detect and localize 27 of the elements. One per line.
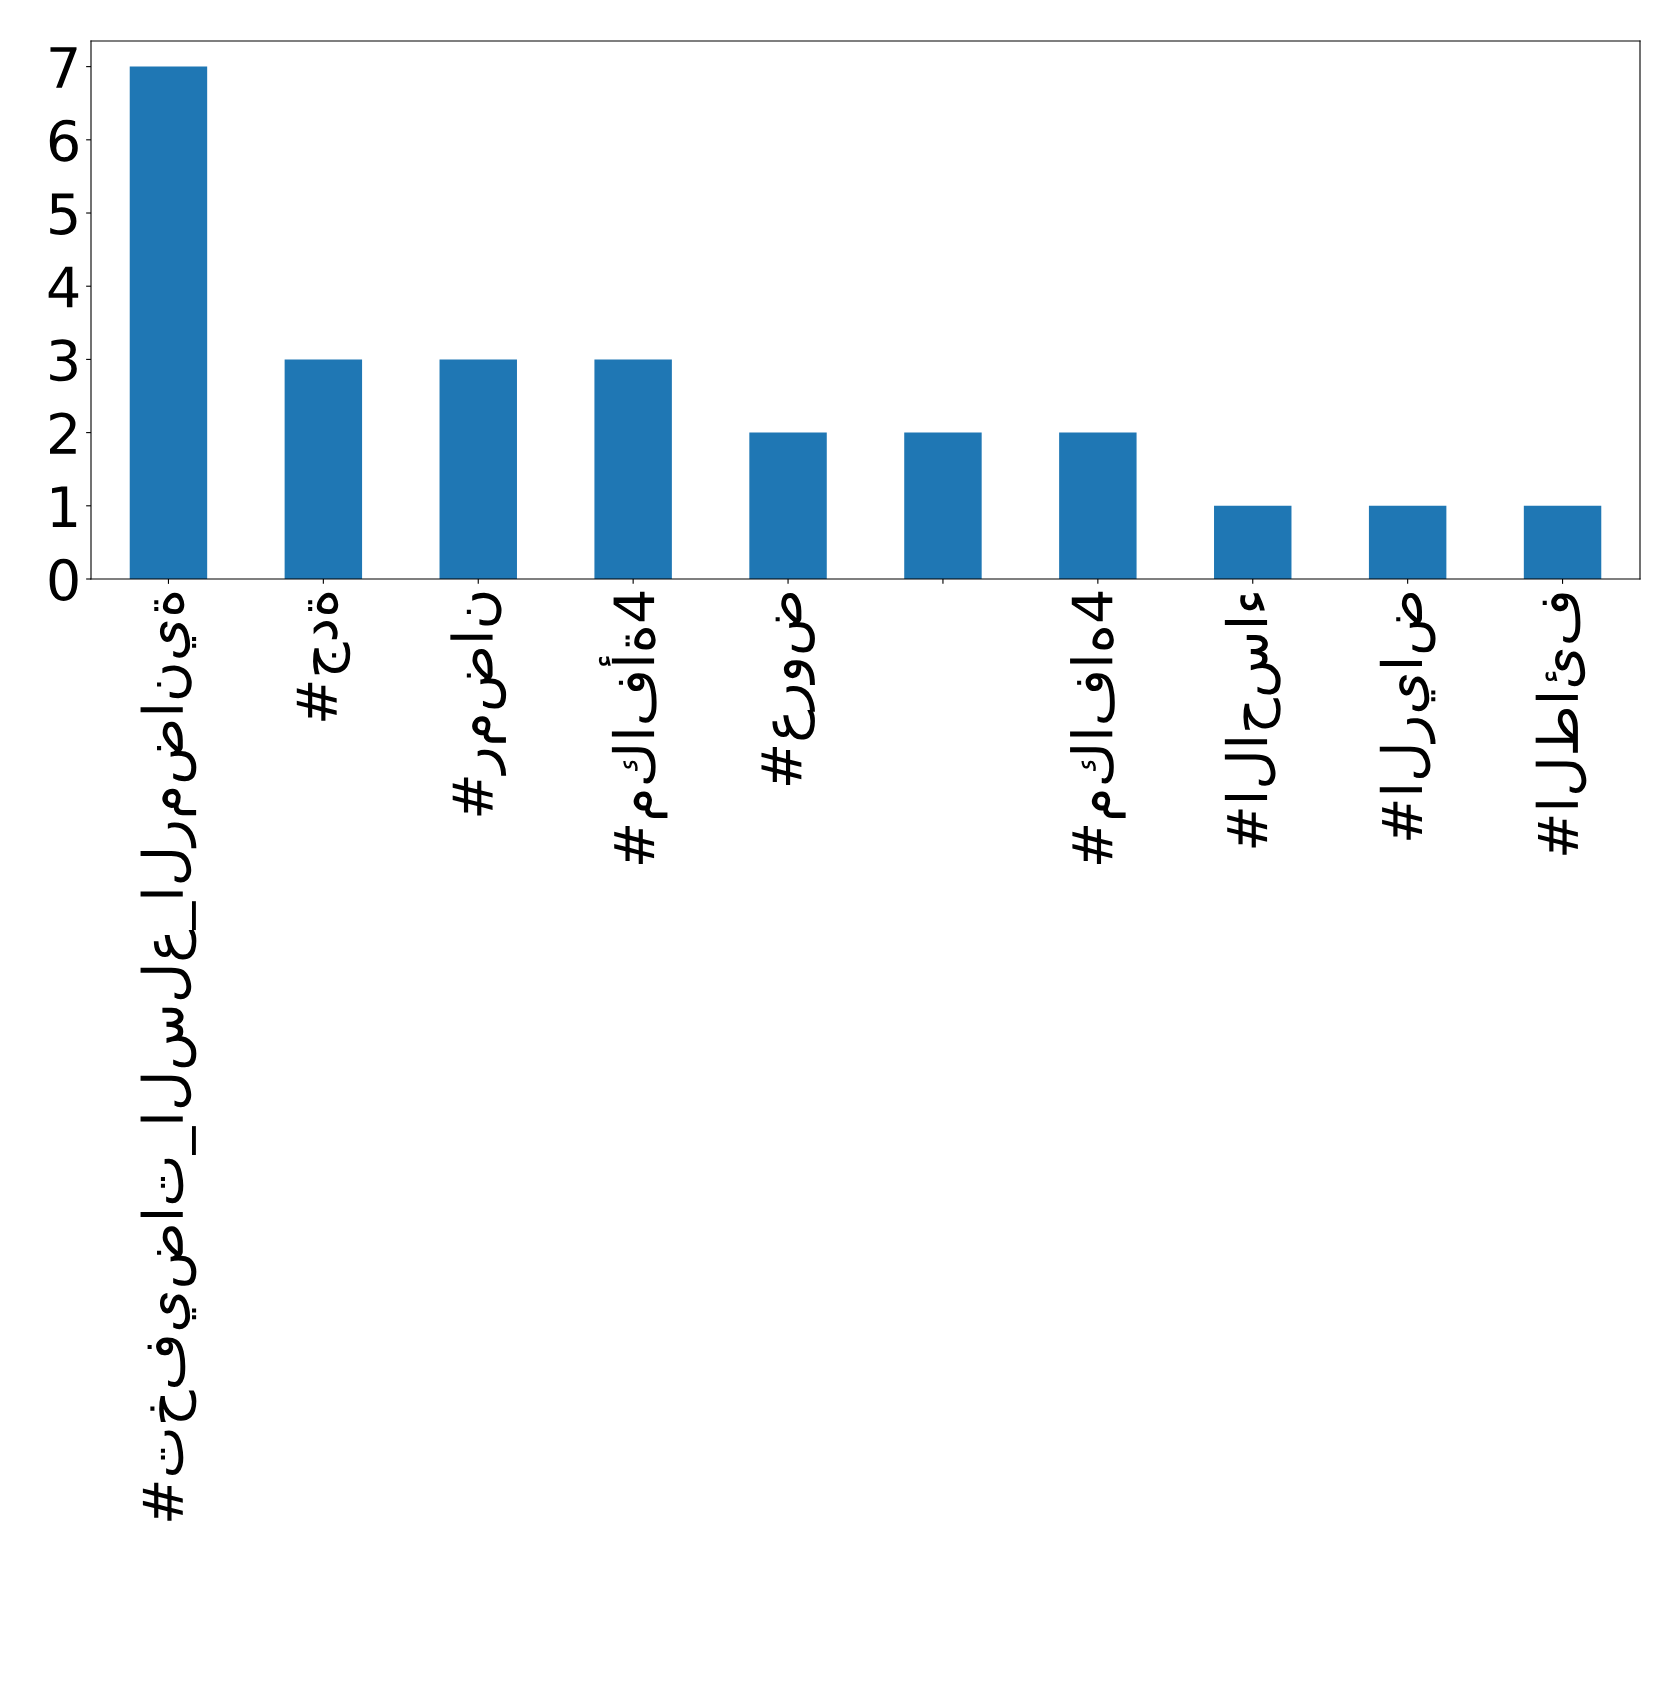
y-tick-label: 1: [52, 486, 77, 527]
x-tick-label: #جدة: [296, 592, 351, 721]
y-tick-label: 6: [49, 119, 78, 162]
x-tick-label: #رمضان: [450, 592, 507, 816]
y-tick-label: 5: [50, 193, 77, 235]
bar: [439, 359, 517, 579]
bar: [1059, 432, 1137, 579]
y-tick-label: 7: [50, 47, 77, 88]
bar: [904, 432, 982, 579]
x-tick-label: #الرياض: [1379, 592, 1436, 840]
x-tick-label: #عروض: [761, 592, 815, 785]
y-tick-label: 3: [50, 339, 77, 382]
bar: [749, 432, 827, 579]
x-tick-label: #الاحساء: [1224, 593, 1281, 848]
x-tick-label: #الطائف: [1535, 593, 1587, 855]
bar: [284, 359, 363, 579]
y-tick-label: 0: [49, 558, 78, 601]
bar: [1523, 505, 1602, 579]
x-tick-label: #مكافأة4: [598, 591, 668, 865]
bar: [1368, 505, 1447, 579]
x-tick-label: #تخفيضات_السلع_الرمضانية: [140, 592, 197, 1521]
y-tick-label: 4: [48, 266, 79, 308]
bar: [1214, 505, 1292, 579]
bar: [129, 66, 208, 579]
y-tick-label: 2: [50, 412, 76, 454]
bar: [594, 359, 672, 579]
x-tick-label: #مكافاه4: [1070, 591, 1126, 865]
